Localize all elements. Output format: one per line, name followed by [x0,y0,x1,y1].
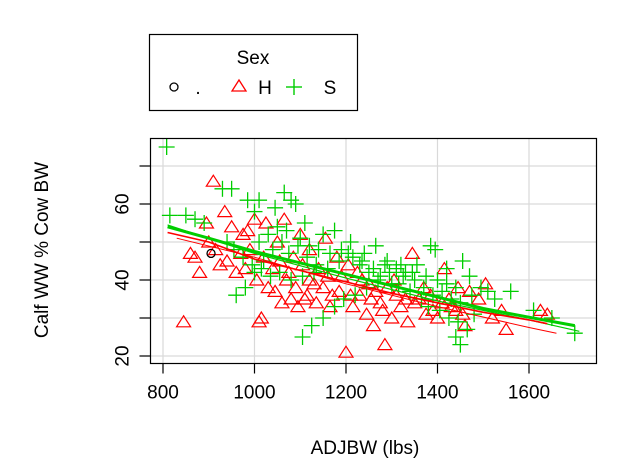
legend-label-dot: . [195,78,200,99]
x-tick-label: 1600 [508,383,550,404]
plot-frame [149,137,598,365]
legend-label-s: S [324,78,337,99]
x-tick-label: 1200 [325,383,367,404]
x-tick-label: 800 [147,383,179,404]
legend-title: Sex [237,48,270,69]
y-tick-label: 40 [113,269,134,290]
legend-label-h: H [258,78,272,99]
trend-lines [167,224,580,334]
legend-circle-icon [169,82,179,92]
y-tick-label: 20 [113,345,134,366]
grid-lines [150,138,597,364]
legend-plus-icon [286,79,302,95]
y-axis-label: Calf WW % Cow BW [32,162,53,338]
x-tick-label: 1000 [233,383,275,404]
y-tick-label: 60 [113,193,134,214]
data-points [158,139,583,358]
x-tick-label: 1400 [416,383,458,404]
x-axis-label: ADJBW (lbs) [311,438,420,459]
x-axis: 800 1000 1200 1400 1600 [147,363,550,404]
legend-triangle-icon [230,78,248,92]
y-axis: 20 40 60 [113,165,151,367]
legend: Sex . H S [148,33,359,112]
